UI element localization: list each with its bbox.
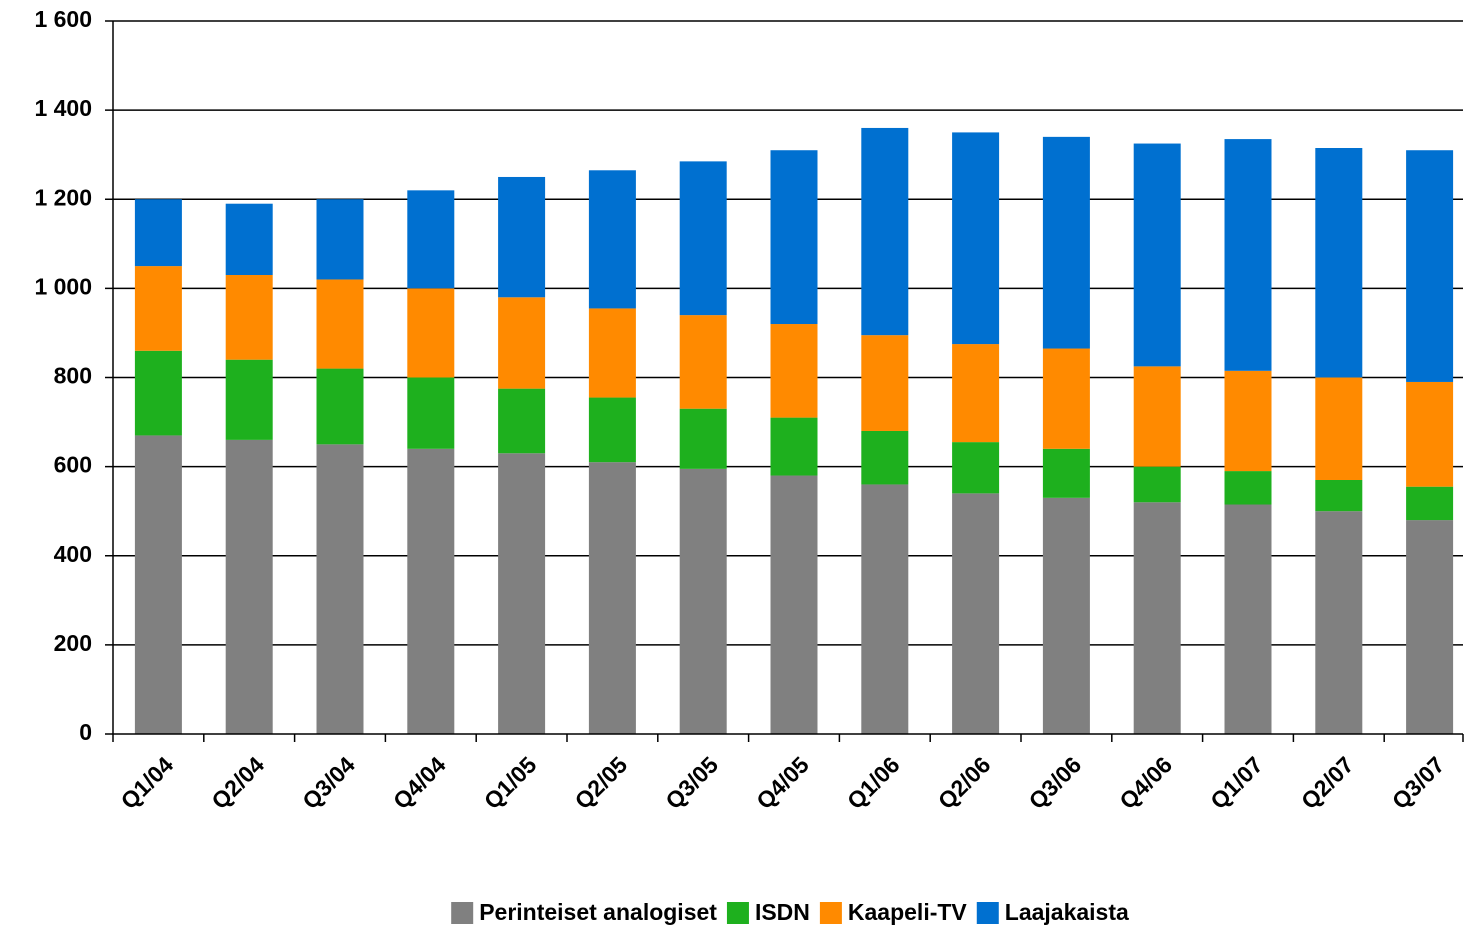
bar-segment [861,430,909,485]
bar-segment [679,408,727,469]
y-tick-label: 200 [54,630,92,656]
legend-label: Perinteiset analogiset [479,899,717,925]
bar-segment [225,203,273,276]
bar-segment [1406,520,1454,734]
y-tick-label: 1 000 [34,273,92,299]
bar-segment [588,170,636,309]
bar-segment [134,435,182,734]
bar-segment [225,359,273,440]
bar-segment [679,315,727,409]
bar-segment [1042,497,1090,734]
bar-segment [770,417,818,476]
legend-label: Kaapeli-TV [848,899,968,925]
y-tick-label: 800 [54,363,92,389]
x-tick-label: Q2/07 [1296,751,1359,814]
bar-segment [407,288,455,378]
bar-segment [952,442,1000,494]
bar-segment [1042,136,1090,349]
x-tick-label: Q3/05 [660,751,723,814]
bar-segment [679,468,727,734]
bar-segment [225,275,273,360]
bar-segment [770,475,818,734]
legend-label: ISDN [755,899,810,925]
bar-segment [1042,448,1090,498]
bar-segment [498,388,546,454]
bar-segment [1315,511,1363,734]
bar-segment [134,199,182,267]
bar-segment [1133,466,1181,503]
bar-segment [1224,370,1272,472]
bar-segment [588,308,636,398]
y-tick-label: 600 [54,452,92,478]
bar-segment [1315,377,1363,480]
bar-segment [498,453,546,734]
x-tick-label: Q2/06 [933,751,996,814]
x-tick-label: Q2/04 [206,751,269,814]
bar-segment [407,377,455,449]
bar-segment [770,324,818,418]
bar-segment [1133,366,1181,467]
x-tick-label: Q4/04 [388,751,451,814]
x-tick-label: Q1/06 [842,751,905,814]
legend-swatch [726,902,749,924]
x-tick-label: Q4/06 [1114,751,1177,814]
bar-segment [225,439,273,734]
bar-segment [1224,139,1272,371]
bar-segment [952,344,1000,443]
bar-segment [952,493,1000,734]
bar-segment [1406,381,1454,487]
x-tick-label: Q3/06 [1024,751,1087,814]
legend-label: Laajakaista [1005,899,1129,925]
legend-swatch [976,902,999,924]
bar-segment [1315,479,1363,512]
bar-segment [316,444,364,734]
bar-segment [316,279,364,369]
bar-segment [407,448,455,734]
bar-segment [1042,348,1090,449]
y-tick-label: 1 600 [34,6,92,32]
bar-segment [1406,486,1454,521]
bar-segment [498,176,546,298]
bar-segment [1315,148,1363,378]
bar-segment [316,368,364,445]
x-tick-label: Q3/07 [1387,751,1450,814]
bar-segment [134,350,182,436]
bar-segment [1224,504,1272,734]
bar-segment [407,190,455,289]
bar-segment [1224,471,1272,505]
bar-segment [770,150,818,325]
bar-segment [588,462,636,734]
bar-segment [1133,502,1181,734]
y-tick-label: 1 400 [34,95,92,121]
x-tick-label: Q1/04 [116,751,179,814]
legend-swatch [819,902,842,924]
bar-segment [861,127,909,336]
bar-segment [861,335,909,431]
bar-segment [952,132,1000,345]
bar-segment [1406,150,1454,382]
legend-swatch [451,902,474,924]
x-tick-label: Q1/05 [479,751,542,814]
bar-segment [861,484,909,734]
y-tick-label: 0 [79,719,92,745]
bar-segment [679,161,727,316]
x-tick-label: Q1/07 [1205,751,1268,814]
y-tick-label: 1 200 [34,184,92,210]
y-tick-label: 400 [54,541,92,567]
bar-segment [1133,143,1181,367]
x-tick-label: Q2/05 [570,751,633,814]
x-tick-label: Q4/05 [751,751,814,814]
bar-segment [498,297,546,389]
bar-segment [588,397,636,463]
bar-segment [134,266,182,351]
x-tick-label: Q3/04 [297,751,360,814]
bar-segment [316,199,364,280]
